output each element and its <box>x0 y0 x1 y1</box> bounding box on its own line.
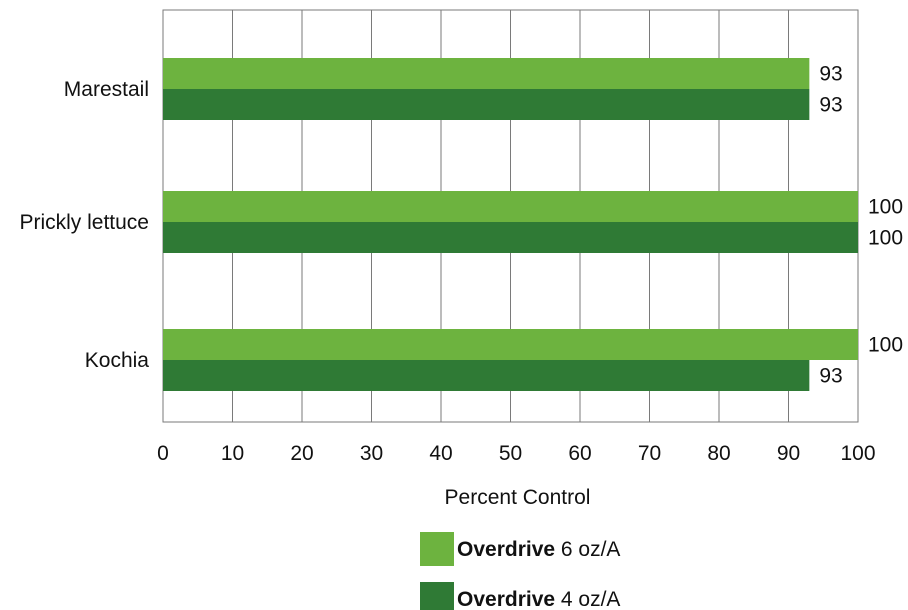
x-tick-label: 20 <box>290 442 313 465</box>
x-tick-label: 50 <box>499 442 522 465</box>
data-label: 100 <box>868 196 903 219</box>
category-label: Prickly lettuce <box>19 211 149 234</box>
bar-series-1-marestail <box>163 89 810 120</box>
data-label: 93 <box>819 365 842 388</box>
labels: 0 10 20 30 40 50 60 70 80 90 100 Marestail Prickly l… <box>19 63 903 510</box>
data-label: 100 <box>868 334 903 357</box>
x-tick-label: 0 <box>157 442 169 465</box>
legend-label-rest: 6 oz/A <box>555 538 620 561</box>
bar-series-0-kochia <box>163 329 858 360</box>
category-label: Marestail <box>64 78 149 101</box>
legend-swatch <box>420 582 454 610</box>
bar-series-1-prickly-lettuce <box>163 222 858 253</box>
legend-swatch <box>420 532 454 566</box>
bar-series-1-kochia <box>163 360 810 391</box>
legend-label-bold: Overdrive <box>457 588 555 610</box>
legend-label-bold: Overdrive <box>457 538 555 561</box>
x-tick-label: 40 <box>429 442 452 465</box>
x-tick-label: 10 <box>221 442 244 465</box>
data-label: 93 <box>819 63 842 86</box>
x-tick-label: 100 <box>840 442 875 465</box>
bar-series-0-marestail <box>163 58 810 89</box>
data-label: 100 <box>868 227 903 250</box>
x-axis-title: Percent Control <box>445 486 591 509</box>
legend-label: Overdrive 6 oz/A <box>457 538 620 561</box>
x-tick-label: 70 <box>638 442 661 465</box>
legend-label-rest: 4 oz/A <box>555 588 620 610</box>
bars <box>163 58 858 391</box>
legend-label: Overdrive 4 oz/A <box>457 588 620 610</box>
category-label: Kochia <box>85 349 150 372</box>
x-tick-label: 80 <box>707 442 730 465</box>
x-tick-label: 90 <box>777 442 800 465</box>
data-label: 93 <box>819 94 842 117</box>
x-tick-label: 30 <box>360 442 383 465</box>
bar-series-0-prickly-lettuce <box>163 191 858 222</box>
x-tick-label: 60 <box>568 442 591 465</box>
